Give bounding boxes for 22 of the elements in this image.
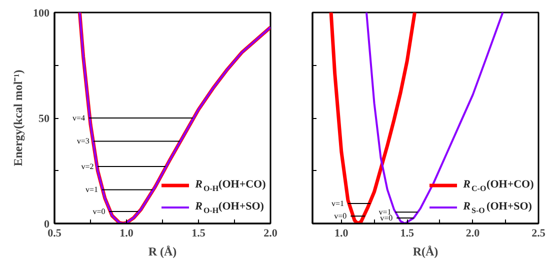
x-tick-label: 1.0	[120, 228, 134, 240]
x-axis-title: R (Å)	[148, 244, 177, 258]
x-tick-label: 0.5	[48, 228, 62, 240]
y-tick-label: 50	[38, 113, 50, 125]
annotation: v=4	[72, 114, 86, 122]
x-tick-label: 2.5	[532, 228, 546, 240]
y-tick-label: 0	[44, 218, 50, 230]
x-tick-label: 2.0	[466, 228, 480, 240]
x-tick-label: 1.5	[400, 228, 414, 240]
y-axis-title: Energy(kcal mol⁻¹)	[11, 70, 25, 166]
annotation: v=0	[380, 214, 393, 223]
annotation: v=0	[92, 206, 106, 216]
annotation: v=1	[331, 198, 344, 208]
x-axis-title: R(Å)	[412, 244, 438, 258]
annotation: v=2	[81, 162, 94, 172]
x-tick-label: 1.0	[334, 228, 349, 240]
annotation: v=1	[86, 185, 98, 194]
y-tick-label: 100	[33, 8, 50, 20]
annotation: v=0	[334, 212, 347, 221]
annotation: v=3	[76, 136, 90, 146]
x-tick-label: 2.0	[264, 228, 278, 240]
x-tick-label: 1.5	[192, 228, 206, 240]
